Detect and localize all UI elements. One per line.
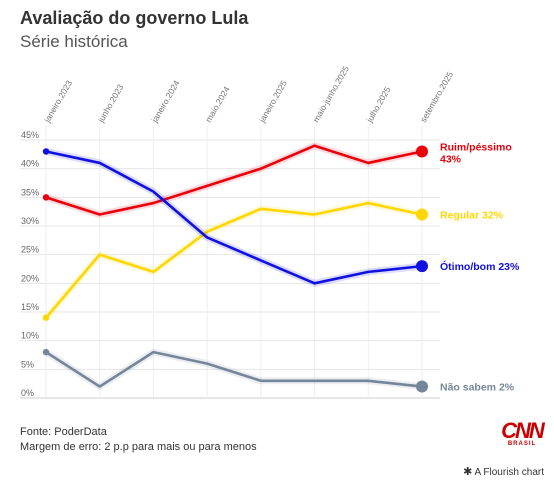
y-tick-label: 10% [21, 331, 39, 341]
x-tick-label: junho.2023 [95, 82, 125, 125]
series-end-point [416, 260, 428, 273]
x-tick-label: maio-junho.2025 [311, 64, 351, 124]
cnn-brasil-logo: CNN BRASIL [498, 420, 546, 460]
source-note: Fonte: PoderData [20, 426, 107, 438]
series-label: Regular 32% [440, 210, 504, 222]
series-start-point [42, 314, 50, 321]
y-tick-label: 40% [21, 159, 39, 169]
x-tick-label: janeiro.2024 [149, 78, 182, 125]
y-tick-label: 35% [21, 187, 39, 197]
x-tick-label: maio.2024 [203, 84, 232, 124]
x-tick-label: julho.2025 [364, 85, 393, 125]
series-end-point [416, 145, 428, 158]
flourish-credit[interactable]: ✱ A Flourish chart [463, 465, 544, 478]
margin-note: Margem de erro: 2 p.p para mais ou para … [20, 441, 257, 453]
series-end-point [416, 380, 428, 393]
y-tick-label: 5% [21, 359, 34, 369]
y-tick-label: 0% [21, 388, 34, 398]
series-line [44, 350, 424, 388]
logo-subtext: BRASIL [507, 441, 537, 447]
series-label: Ótimo/bom 23% [440, 260, 520, 273]
series-start-point [42, 194, 50, 201]
logo-text: CNN [501, 418, 545, 443]
series-end-point [416, 208, 428, 221]
x-tick-label: setembro.2025 [418, 70, 455, 124]
series-name: Ruim/péssimo [440, 141, 512, 153]
flourish-credit-text: A Flourish chart [474, 467, 544, 478]
flourish-star-icon: ✱ [463, 466, 473, 478]
series-label: Ruim/péssimo 43% [440, 141, 512, 165]
chart-footer: Fonte: PoderData Margem de erro: 2 p.p p… [20, 425, 257, 455]
series-value: 43% [440, 153, 462, 165]
x-tick-label: janeiro.2023 [42, 78, 75, 125]
series-label: Não sabem 2% [440, 382, 515, 394]
series-line [44, 144, 424, 216]
series-start-point [42, 348, 50, 356]
line-chart: janeiro.2023 junho.2023 janeiro.2024 maio.2… [20, 64, 520, 399]
chart-title: Avaliação do governo Lula [20, 8, 249, 28]
series-line [44, 150, 424, 285]
chart-subtitle: Série histórica [20, 32, 128, 51]
y-tick-label: 25% [21, 245, 39, 255]
y-tick-label: 20% [21, 273, 39, 283]
y-tick-label: 15% [21, 302, 39, 312]
y-tick-label: 30% [21, 216, 39, 226]
x-tick-label: janeiro.2025 [256, 78, 289, 125]
series-line [44, 201, 424, 320]
series-start-point [42, 148, 50, 155]
y-tick-label: 45% [21, 130, 39, 140]
